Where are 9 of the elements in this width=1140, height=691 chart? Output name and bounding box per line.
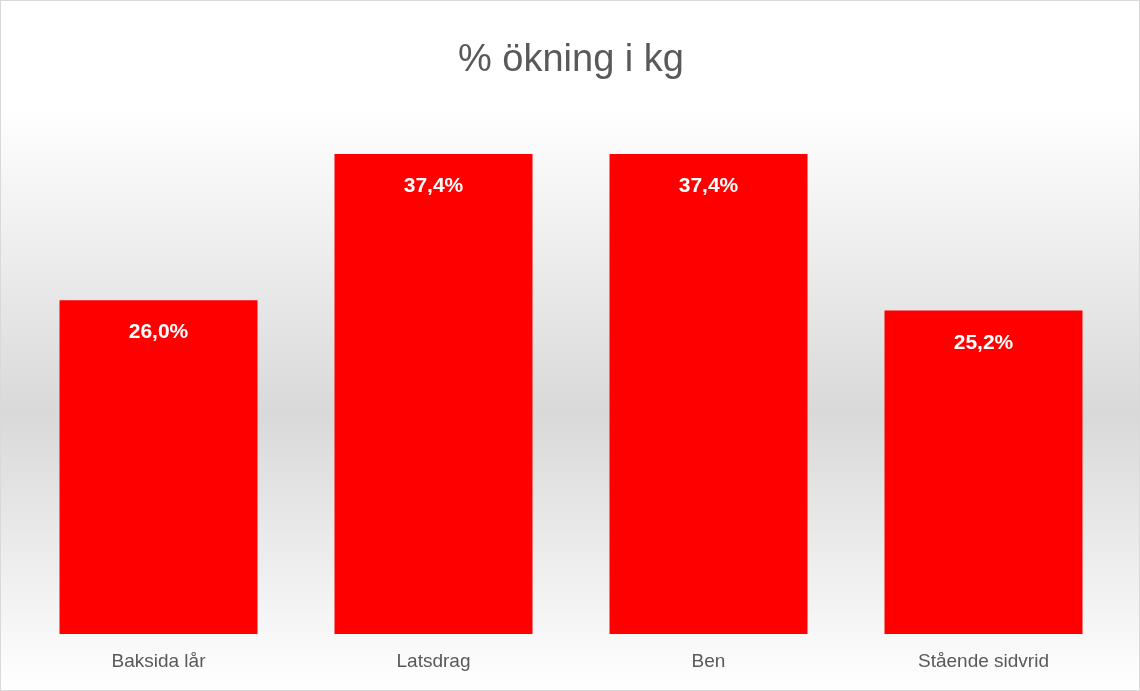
x-tick-label: Latsdrag xyxy=(396,650,471,672)
data-label: 37,4% xyxy=(678,173,739,196)
x-tick-label: Stående sidvrid xyxy=(918,650,1049,672)
x-tick-label: Ben xyxy=(691,650,726,672)
data-label: 37,4% xyxy=(403,173,464,196)
data-label: 26,0% xyxy=(128,319,189,343)
x-tick-label: Baksida lår xyxy=(111,650,207,672)
chart-title: % ökning i kg xyxy=(457,37,685,80)
data-label: 25,2% xyxy=(953,329,1014,353)
